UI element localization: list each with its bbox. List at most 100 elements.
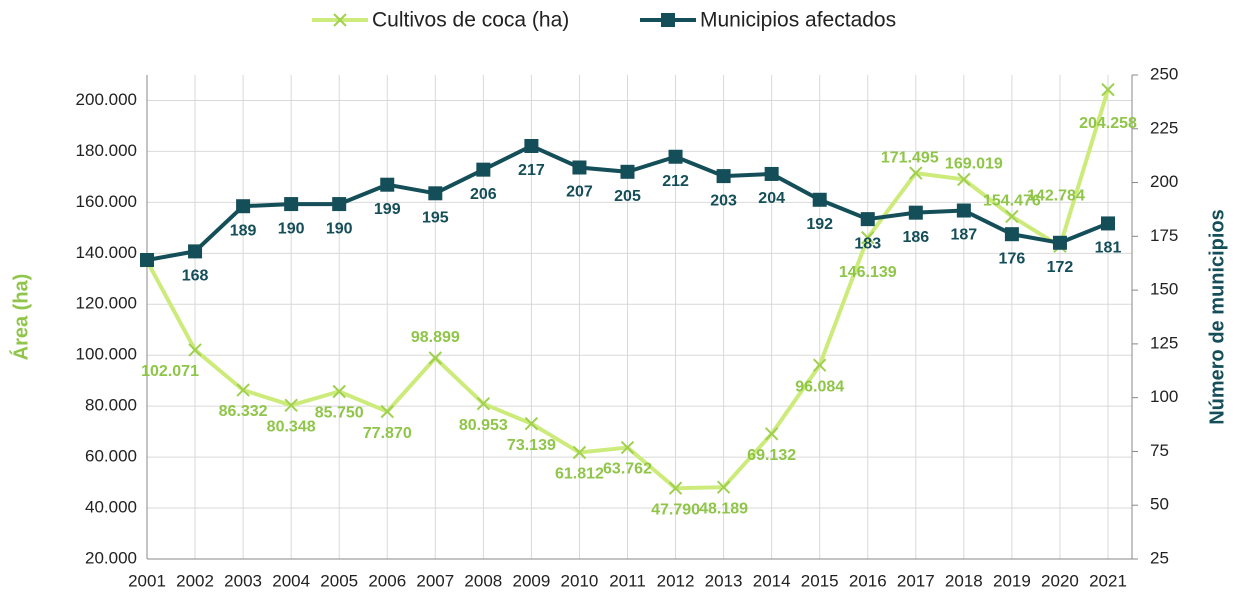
data-label: 195	[422, 210, 449, 227]
y2-tick-label: 75	[1150, 441, 1169, 460]
legend-marker	[661, 13, 675, 27]
marker	[140, 252, 154, 267]
marker	[236, 199, 251, 214]
marker	[812, 192, 827, 207]
data-label: 199	[374, 201, 401, 218]
marker	[572, 445, 587, 460]
data-label: 63.762	[603, 461, 652, 478]
x-tick-label: 2004	[272, 571, 310, 590]
x-tick-label: 2005	[320, 571, 358, 590]
data-label: 172	[1047, 259, 1074, 276]
y2-tick-label: 250	[1150, 64, 1178, 83]
y-tick-label: 160.000	[76, 192, 137, 211]
x-tick-label: 2006	[368, 571, 406, 590]
marker	[188, 244, 203, 259]
marker	[572, 160, 587, 175]
y-tick-label: 100.000	[76, 345, 137, 364]
x-tick-label: 2021	[1089, 571, 1127, 590]
marker	[764, 427, 779, 441]
y2-tick-label: 175	[1150, 226, 1178, 245]
x-tick-label: 2019	[993, 571, 1031, 590]
data-label: 146.139	[839, 264, 897, 281]
y-tick-label: 40.000	[85, 498, 137, 517]
marker	[620, 164, 635, 179]
data-label: 85.750	[315, 405, 364, 422]
marker	[428, 351, 443, 365]
marker	[908, 205, 923, 220]
data-label: 61.812	[555, 466, 604, 483]
data-label: 48.189	[699, 500, 748, 517]
marker	[764, 166, 779, 181]
data-label: 190	[278, 220, 305, 237]
data-label: 204.258	[1079, 115, 1137, 132]
legend-marker	[333, 13, 347, 27]
data-label: 204	[758, 190, 785, 207]
data-label: 47.790	[651, 501, 700, 518]
marker	[284, 197, 299, 212]
marker	[1101, 216, 1115, 231]
data-label: 73.139	[507, 437, 556, 454]
data-label: 86.332	[219, 403, 268, 420]
marker	[956, 203, 971, 218]
data-label: 217	[518, 162, 545, 179]
data-label: 171.495	[881, 149, 939, 166]
data-label: 206	[470, 186, 497, 203]
data-label: 154.476	[983, 193, 1041, 210]
x-tick-label: 2014	[753, 571, 791, 590]
x-tick-label: 2017	[897, 571, 935, 590]
marker	[476, 162, 491, 177]
y-axis-label: Área (ha)	[9, 274, 32, 361]
marker	[380, 177, 395, 192]
data-label: 190	[326, 220, 353, 237]
data-label: 203	[710, 192, 737, 209]
data-label: 169.019	[945, 156, 1003, 173]
y-tick-label: 80.000	[85, 396, 137, 415]
marker	[1052, 235, 1067, 250]
legend-label: Cultivos de coca (ha)	[372, 9, 569, 32]
x-tick-label: 2007	[416, 571, 454, 590]
y-tick-label: 60.000	[85, 447, 137, 466]
data-label: 142.784	[1027, 187, 1085, 204]
data-label: 77.870	[363, 425, 412, 442]
marker	[860, 212, 875, 227]
data-label: 80.953	[459, 417, 508, 434]
y-tick-label: 20.000	[85, 548, 137, 567]
y-tick-label: 140.000	[76, 243, 137, 262]
x-tick-label: 2020	[1041, 571, 1079, 590]
y2-tick-label: 50	[1150, 495, 1169, 514]
data-label: 69.132	[747, 447, 796, 464]
x-tick-label: 2009	[512, 571, 550, 590]
data-label: 102.071	[141, 363, 199, 380]
marker	[332, 384, 346, 399]
marker	[428, 186, 443, 201]
data-label: 186	[902, 229, 929, 246]
y-tick-label: 120.000	[76, 294, 137, 313]
marker	[524, 416, 539, 431]
marker	[861, 230, 875, 245]
data-label: 192	[806, 216, 833, 233]
data-label: 187	[950, 227, 977, 244]
x-tick-label: 2001	[128, 571, 166, 590]
x-tick-label: 2013	[705, 571, 743, 590]
data-label: 96.084	[795, 378, 844, 395]
x-tick-label: 2012	[657, 571, 695, 590]
marker	[1101, 82, 1115, 97]
x-tick-label: 2011	[609, 571, 646, 590]
data-label: 80.348	[267, 418, 316, 435]
marker	[188, 343, 202, 357]
marker	[236, 383, 250, 397]
marker	[284, 398, 298, 412]
data-label: 98.899	[411, 329, 460, 346]
y2-tick-label: 225	[1150, 118, 1178, 137]
marker	[380, 404, 394, 419]
data-label: 205	[614, 188, 641, 205]
y2-tick-label: 125	[1150, 333, 1178, 352]
marker	[909, 166, 923, 180]
data-label: 176	[999, 250, 1026, 267]
y-tick-label: 180.000	[76, 141, 137, 160]
marker	[716, 169, 731, 184]
data-label: 183	[854, 235, 881, 252]
x-tick-label: 2015	[801, 571, 839, 590]
y2-axis-label: Número de municipios	[1206, 209, 1228, 425]
